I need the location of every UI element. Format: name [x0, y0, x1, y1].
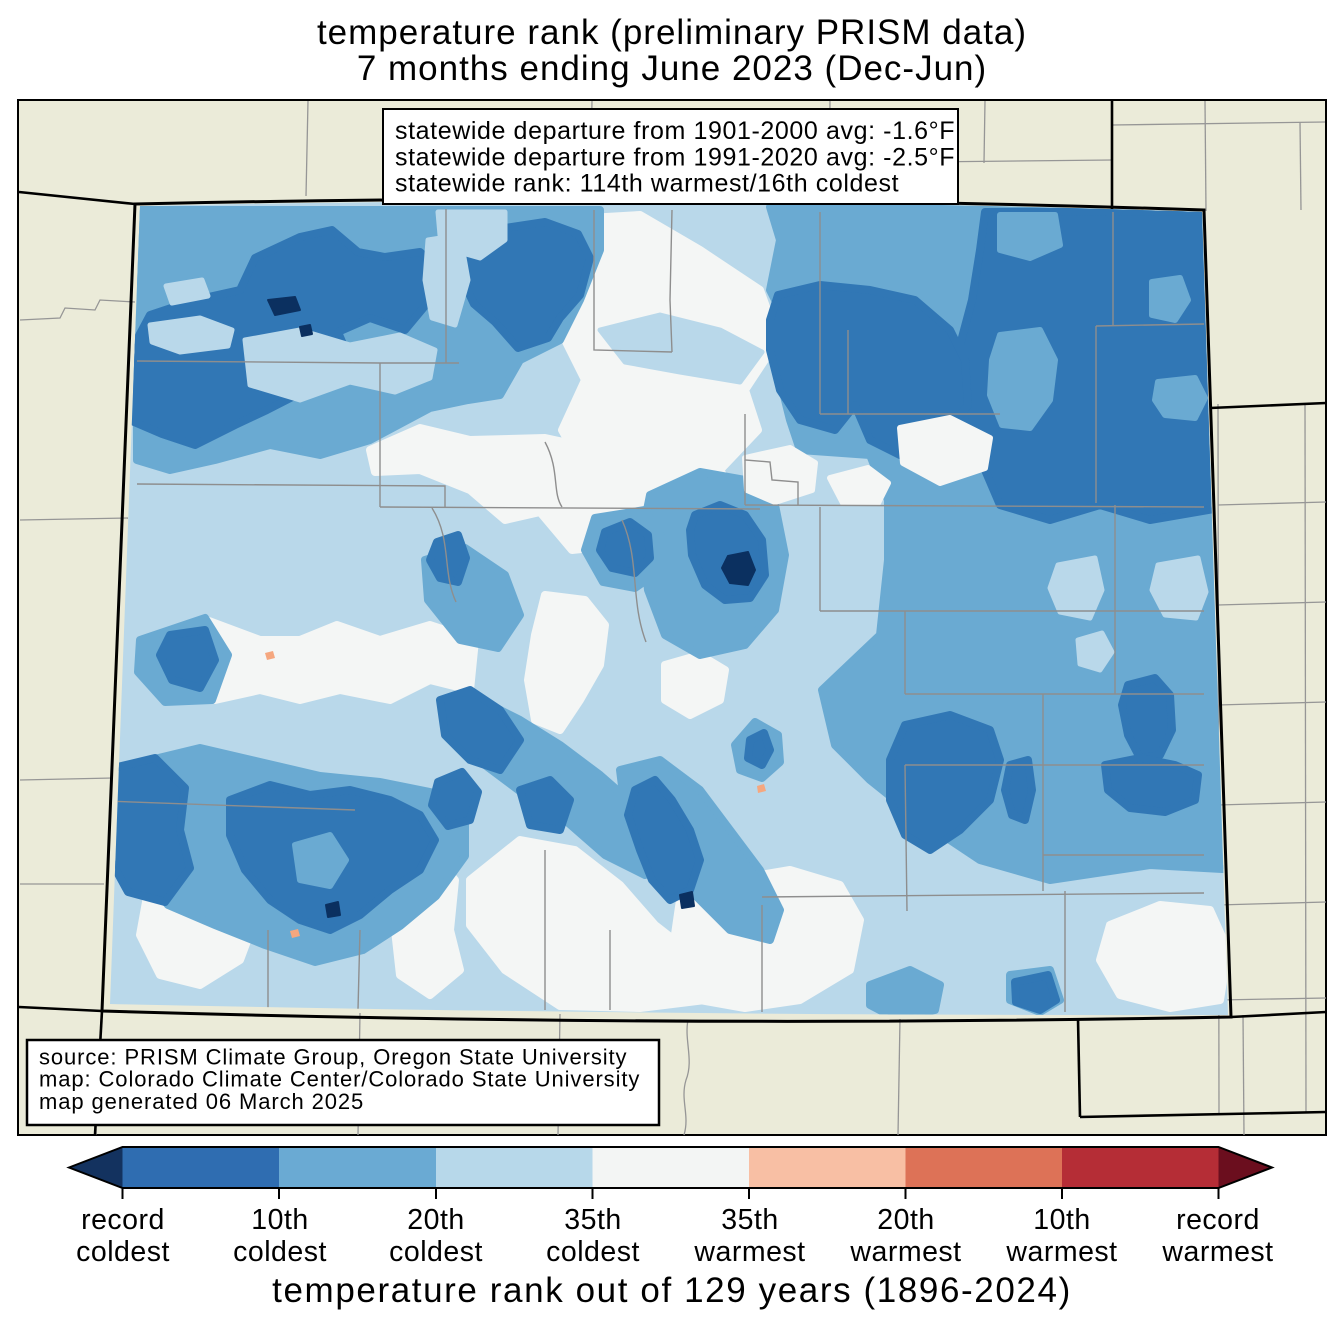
svg-text:10th: 10th	[251, 1204, 308, 1236]
svg-text:temperature rank (preliminary: temperature rank (preliminary PRISM data…	[317, 13, 1027, 52]
svg-text:warmest: warmest	[849, 1236, 961, 1268]
svg-text:statewide departure from 1901-: statewide departure from 1901-2000 avg: …	[395, 117, 955, 145]
svg-text:coldest: coldest	[76, 1236, 170, 1268]
svg-text:map: Colorado Climate Center/C: map: Colorado Climate Center/Colorado St…	[39, 1067, 640, 1092]
svg-text:coldest: coldest	[389, 1236, 483, 1268]
svg-text:7 months ending June 2023 (Dec: 7 months ending June 2023 (Dec-Jun)	[357, 49, 987, 88]
svg-text:35th: 35th	[564, 1204, 621, 1236]
svg-text:source: PRISM Climate Group, O: source: PRISM Climate Group, Oregon Stat…	[39, 1045, 627, 1070]
svg-text:statewide rank: 114th warmest/: statewide rank: 114th warmest/16th colde…	[395, 170, 899, 198]
svg-text:20th: 20th	[877, 1204, 934, 1236]
svg-text:20th: 20th	[407, 1204, 464, 1236]
svg-text:record: record	[1176, 1204, 1260, 1236]
svg-text:warmest: warmest	[1005, 1236, 1117, 1268]
svg-text:coldest: coldest	[546, 1236, 640, 1268]
svg-text:10th: 10th	[1033, 1204, 1090, 1236]
svg-text:record: record	[81, 1204, 165, 1236]
svg-text:warmest: warmest	[693, 1236, 805, 1268]
svg-text:map generated 06 March 2025: map generated 06 March 2025	[39, 1089, 364, 1114]
svg-text:statewide departure from 1991-: statewide departure from 1991-2020 avg: …	[395, 144, 955, 172]
svg-text:coldest: coldest	[233, 1236, 327, 1268]
svg-text:35th: 35th	[721, 1204, 778, 1236]
svg-text:temperature rank out of 129 ye: temperature rank out of 129 years (1896-…	[272, 1271, 1072, 1310]
svg-text:warmest: warmest	[1161, 1236, 1273, 1268]
